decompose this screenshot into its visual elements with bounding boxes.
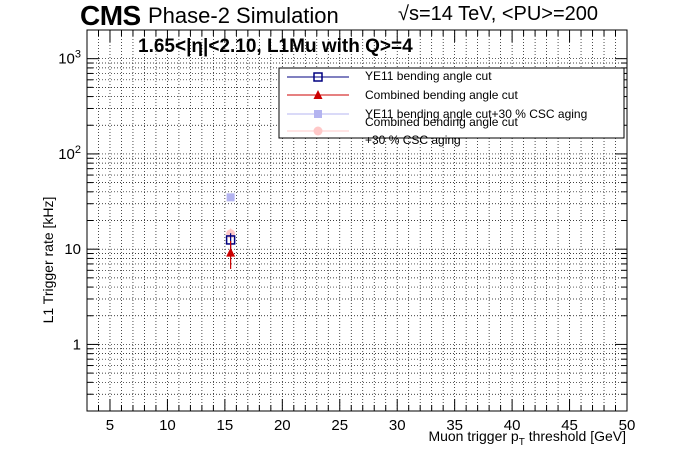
y-tick-label: 1 bbox=[73, 336, 81, 353]
legend: YE11 bending angle cut Combined bending … bbox=[279, 68, 624, 147]
legend-marker bbox=[314, 110, 322, 118]
y-axis-label: L1 Trigger rate [kHz] bbox=[40, 196, 56, 324]
legend-entry-combined-aging-line2: +30 % CSC aging bbox=[365, 133, 461, 147]
data-point bbox=[226, 193, 235, 202]
data-point bbox=[226, 247, 236, 257]
x-tick-label: 20 bbox=[274, 417, 291, 434]
x-tick-label: 10 bbox=[159, 417, 176, 434]
legend-entry-ye11-aging: YE11 bending angle cut+30 % CSC aging bbox=[365, 107, 588, 121]
y-tick-label: 10 bbox=[64, 241, 81, 258]
x-tick-label: 5 bbox=[106, 417, 114, 434]
x-tick-label: 45 bbox=[561, 417, 578, 434]
x-tick-label: 50 bbox=[619, 417, 636, 434]
x-tick-label: 35 bbox=[446, 417, 463, 434]
x-tick-label: 15 bbox=[217, 417, 234, 434]
x-tick-label: 40 bbox=[504, 417, 521, 434]
legend-entry-ye11: YE11 bending angle cut bbox=[365, 69, 492, 83]
legend-marker bbox=[313, 90, 323, 99]
legend-box bbox=[278, 67, 625, 139]
energy-pileup-label: √s=14 TeV, <PU>=200 bbox=[398, 3, 599, 25]
y-tick-label: 103 bbox=[58, 49, 81, 68]
legend-marker bbox=[313, 126, 323, 136]
y-tick-label: 102 bbox=[58, 144, 81, 163]
cms-logo-text: CMS bbox=[80, 0, 141, 31]
x-tick-label: 25 bbox=[331, 417, 348, 434]
x-axis-label: Muon trigger pT threshold [GeV] bbox=[428, 428, 626, 448]
legend-marker bbox=[313, 72, 323, 82]
x-tick-label: 30 bbox=[389, 417, 406, 434]
region-selection-label: 1.65<|η|<2.10, L1Mu with Q>=4 bbox=[138, 36, 413, 57]
legend-entry-combined: Combined bending angle cut bbox=[365, 88, 518, 102]
simulation-label: Phase-2 Simulation bbox=[148, 3, 339, 28]
legend-entry-combined-aging-line1: Combined bending angle cut bbox=[365, 115, 518, 129]
